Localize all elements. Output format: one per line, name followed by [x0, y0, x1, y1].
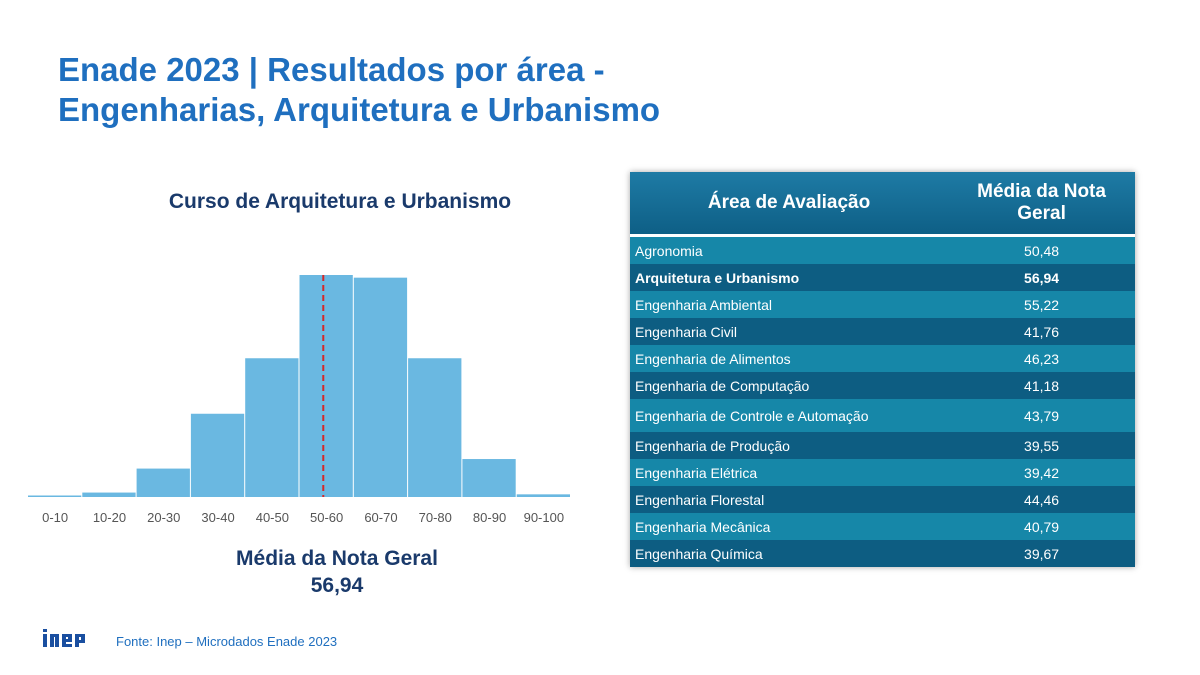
histogram-bar [190, 413, 245, 497]
row-score: 41,76 [948, 318, 1135, 345]
x-tick-label: 70-80 [419, 510, 452, 525]
mean-score-caption: Média da Nota Geral [236, 547, 438, 570]
x-tick-label: 90-100 [524, 510, 564, 525]
page-title: Enade 2023 | Resultados por área - Engen… [58, 50, 660, 130]
inep-logo [42, 627, 98, 655]
table-row: Engenharia Florestal 44,46 [630, 486, 1135, 513]
row-score: 50,48 [948, 235, 1135, 264]
mean-score-value: 56,94 [310, 574, 364, 597]
row-area: Engenharia de Produção [630, 432, 949, 459]
histogram-bar [245, 358, 299, 497]
histogram-bar [353, 277, 408, 497]
row-score: 56,94 [948, 264, 1135, 291]
histogram-bar [136, 468, 190, 497]
table-row: Engenharia Ambiental 55,22 [630, 291, 1135, 318]
table-row: Engenharia Elétrica 39,42 [630, 459, 1135, 486]
page-title-line-2: Engenharias, Arquitetura e Urbanismo [58, 91, 661, 128]
table-row: Engenharia Química 39,67 [630, 540, 1135, 567]
source-text: Fonte: Inep – Microdados Enade 2023 [116, 633, 338, 649]
row-area: Engenharia Ambiental [630, 291, 949, 318]
row-area: Engenharia de Computação [630, 372, 949, 399]
x-tick-label: 80-90 [473, 510, 506, 525]
histogram-bar [516, 494, 570, 497]
row-score: 46,23 [948, 345, 1135, 372]
row-area: Agronomia [630, 235, 949, 264]
table-row: Engenharia de Computação 41,18 [630, 372, 1135, 399]
row-area: Engenharia de Controle e Automação [630, 399, 949, 432]
row-score: 39,42 [948, 459, 1135, 486]
header-area: Área de Avaliação [630, 172, 949, 237]
header-score: Média da Nota Geral [948, 172, 1135, 237]
row-score: 55,22 [948, 291, 1135, 318]
histogram-chart: 0-10 10-20 20-30 30-40 40-50 50-60 60-70 70-80 8… [28, 275, 570, 525]
row-score: 43,79 [948, 399, 1135, 432]
x-tick-label: 0-10 [42, 510, 68, 525]
row-area: Engenharia Elétrica [630, 459, 949, 486]
histogram-bar [462, 459, 516, 497]
inep-logo-mark [43, 629, 85, 647]
table-row: Agronomia 50,48 [630, 235, 1135, 264]
chart-title: Curso de Arquitetura e Urbanismo [168, 190, 512, 213]
x-tick-label: 40-50 [256, 510, 289, 525]
page-title-line-1: Enade 2023 | Resultados por área - [58, 51, 605, 88]
row-area: Engenharia Florestal [630, 486, 949, 513]
histogram-bar [299, 275, 353, 497]
row-area: Engenharia de Alimentos [630, 345, 949, 372]
table-row: Engenharia Civil 41,76 [630, 318, 1135, 345]
row-score: 40,79 [948, 513, 1135, 540]
x-tick-label: 10-20 [93, 510, 126, 525]
table-row: Engenharia Mecânica 40,79 [630, 513, 1135, 540]
histogram-bar [28, 495, 82, 497]
mean-score-label: Média da Nota Geral 56,94 [187, 545, 487, 599]
results-table-panel: Área de Avaliação Média da Nota Geral Ag… [630, 172, 1135, 567]
histogram-bar [408, 358, 462, 497]
table-header-row: Área de Avaliação Média da Nota Geral [630, 172, 1135, 237]
table-row: Engenharia de Alimentos 46,23 [630, 345, 1135, 372]
row-area: Arquitetura e Urbanismo [630, 264, 949, 291]
row-score: 44,46 [948, 486, 1135, 513]
row-area: Engenharia Civil [630, 318, 949, 345]
x-tick-label: 50-60 [310, 510, 343, 525]
row-score: 39,67 [948, 540, 1135, 567]
row-score: 41,18 [948, 372, 1135, 399]
table-row: Arquitetura e Urbanismo 56,94 [630, 264, 1135, 291]
x-tick-label: 60-70 [364, 510, 397, 525]
footer: Fonte: Inep – Microdados Enade 2023 [42, 627, 337, 655]
x-tick-label: 30-40 [201, 510, 234, 525]
results-table: Área de Avaliação Média da Nota Geral Ag… [630, 172, 1135, 567]
row-area: Engenharia Química [630, 540, 949, 567]
x-tick-label: 20-30 [147, 510, 180, 525]
histogram-bar [82, 492, 136, 497]
row-area: Engenharia Mecânica [630, 513, 949, 540]
table-row: Engenharia de Controle e Automação 43,79 [630, 399, 1135, 432]
row-score: 39,55 [948, 432, 1135, 459]
table-body: Agronomia 50,48 Arquitetura e Urbanismo 56,… [630, 235, 1135, 567]
table-row: Engenharia de Produção 39,55 [630, 432, 1135, 459]
